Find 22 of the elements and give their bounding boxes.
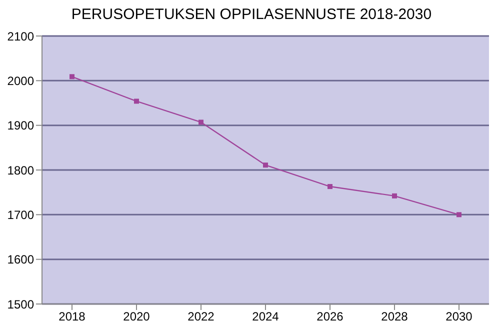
y-tick-label: 1500 [7, 297, 34, 312]
point [392, 193, 397, 198]
y-tick-label: 2100 [7, 29, 34, 44]
point [456, 212, 462, 218]
point [328, 184, 332, 190]
x-tick-label: 2022 [188, 310, 215, 324]
x-tick-label: 2024 [252, 310, 280, 324]
y-tick-label: 2000 [7, 74, 34, 88]
x-tick-label: 2018 [58, 310, 86, 324]
y-tick-label: 1800 [7, 163, 34, 178]
x-tick-label: 2028 [381, 310, 408, 324]
point [263, 162, 268, 168]
point [198, 120, 204, 125]
y-tick-label: 1900 [7, 118, 34, 133]
x-tick-label: 2026 [316, 310, 344, 324]
y-tick-label: 1600 [7, 252, 34, 267]
y-tick-label: 1700 [7, 208, 34, 222]
x-tick-label: 2030 [446, 310, 473, 324]
point [70, 74, 74, 80]
x-tick-label: 2020 [123, 310, 150, 324]
point [134, 98, 139, 104]
chart-title: PERUSOPETUKSEN OPPILASENNUSTE 2018-2030 [70, 5, 433, 25]
